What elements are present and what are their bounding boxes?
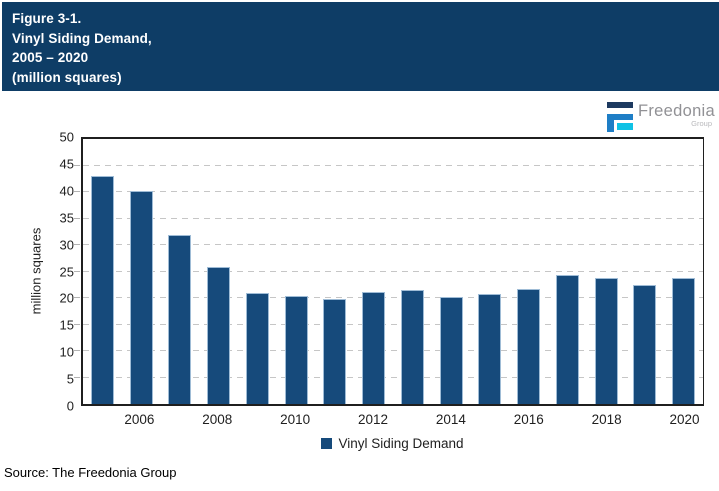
y-tick-45 xyxy=(74,164,80,166)
bar-2008 xyxy=(207,267,231,404)
logo-subtitle: Group xyxy=(691,119,712,128)
gridline-5 xyxy=(83,376,703,378)
bar-2013 xyxy=(400,290,424,404)
gridline-40 xyxy=(83,191,703,192)
y-label-50: 50 xyxy=(59,129,74,145)
y-tick-25 xyxy=(74,270,80,272)
x-label-2018: 2018 xyxy=(591,412,622,427)
gridline-25 xyxy=(83,270,703,272)
y-tick-5 xyxy=(74,376,80,378)
y-label-35: 35 xyxy=(59,210,74,226)
x-label-2010: 2010 xyxy=(280,412,311,427)
figure-number: Figure 3-1. xyxy=(12,11,82,26)
y-label-40: 40 xyxy=(59,183,74,199)
logo-bar-navy xyxy=(607,102,633,108)
bar-2007 xyxy=(168,235,192,404)
bar-2019 xyxy=(633,285,657,404)
x-axis-tick-labels: 2006 2008 2010 2012 2014 2016 2018 2020 xyxy=(81,412,704,430)
bar-2020 xyxy=(672,277,696,404)
chart-legend: Vinyl Siding Demand xyxy=(81,436,704,451)
y-tick-10 xyxy=(74,350,80,351)
legend-swatch xyxy=(321,438,333,449)
bar-2016 xyxy=(517,289,541,404)
bar-2006 xyxy=(129,191,153,404)
y-tick-35 xyxy=(74,217,80,219)
y-tick-20 xyxy=(74,297,80,298)
y-tick-40 xyxy=(74,191,80,192)
bar-2017 xyxy=(555,275,579,404)
legend-label: Vinyl Siding Demand xyxy=(338,436,464,451)
x-label-2006: 2006 xyxy=(124,412,155,427)
x-label-2016: 2016 xyxy=(513,412,544,427)
y-label-25: 25 xyxy=(59,264,74,279)
x-label-2014: 2014 xyxy=(435,412,466,427)
figure-units: (million squares) xyxy=(12,69,122,85)
y-label-15: 15 xyxy=(59,317,74,333)
x-label-2020: 2020 xyxy=(669,412,700,427)
plot-area xyxy=(74,137,704,406)
freedonia-logo-icon xyxy=(607,102,634,133)
y-tick-15 xyxy=(74,323,80,325)
gridline-20 xyxy=(83,297,703,298)
figure-date-range: 2005 – 2020 xyxy=(12,50,89,65)
figure-title: Vinyl Siding Demand, xyxy=(12,30,152,46)
bar-2014 xyxy=(439,297,463,404)
bar-2011 xyxy=(323,298,347,404)
gridline-30 xyxy=(83,244,703,245)
bar-2005 xyxy=(90,176,114,404)
logo-bar-cyan xyxy=(617,123,633,130)
y-label-5: 5 xyxy=(66,371,74,387)
gridline-35 xyxy=(83,217,703,219)
bar-2018 xyxy=(594,278,618,404)
bar-2010 xyxy=(284,296,308,404)
freedonia-logo: Freedonia Group xyxy=(605,98,717,132)
x-label-2012: 2012 xyxy=(358,412,389,427)
logo-wordmark: Freedonia xyxy=(638,102,715,120)
figure-header: Figure 3-1. Vinyl Siding Demand, 2005 – … xyxy=(2,2,719,91)
bar-2012 xyxy=(362,291,386,404)
bar-2009 xyxy=(245,292,269,404)
y-label-45: 45 xyxy=(59,156,74,172)
bar-2015 xyxy=(478,293,502,404)
gridline-45 xyxy=(83,164,703,166)
source-note: Source: The Freedonia Group xyxy=(4,465,177,480)
y-tick-30 xyxy=(74,244,80,245)
logo-stem-blue xyxy=(607,114,614,132)
gridline-10 xyxy=(83,350,703,351)
y-label-0: 0 xyxy=(66,398,74,414)
y-label-30: 30 xyxy=(59,237,74,253)
y-label-10: 10 xyxy=(59,344,74,360)
logo-bar-blue xyxy=(607,114,633,120)
gridline-15 xyxy=(83,323,703,325)
x-label-2008: 2008 xyxy=(202,412,233,427)
y-label-20: 20 xyxy=(59,290,74,306)
y-axis-tick-labels: 0 5 10 15 20 25 30 35 40 45 50 xyxy=(0,130,74,414)
